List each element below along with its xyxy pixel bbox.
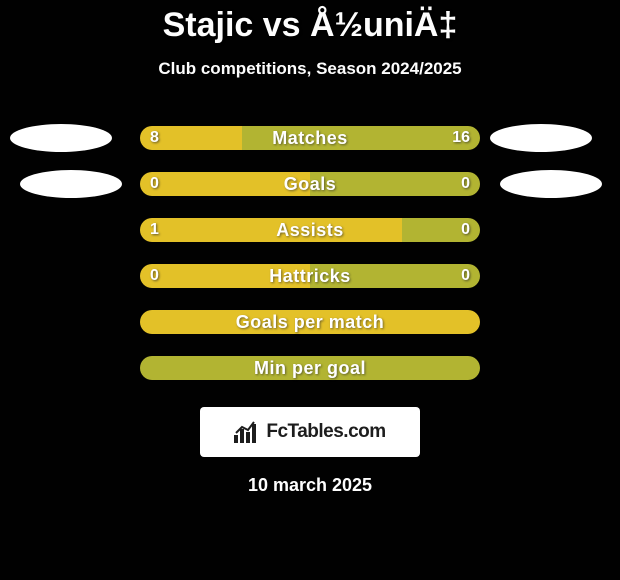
stat-rows: Matches816Goals00Assists10Hattricks00Goa…: [0, 115, 620, 391]
stat-row: Goals0 0: [0, 161, 620, 207]
page-subtitle: Club competitions, Season 2024/2025: [0, 59, 620, 79]
stat-row: Min per goal: [0, 345, 620, 391]
comparison-card: Stajic vs Å½uniÄ‡ Club competitions, Sea…: [0, 0, 620, 580]
stat-label: Hattricks: [140, 264, 480, 288]
logo-text: FcTables.com: [266, 421, 385, 443]
stat-value-right: 0: [450, 172, 470, 196]
stat-value-left: 0: [150, 264, 159, 288]
stat-value-right: 0: [450, 218, 470, 242]
stat-value-left: 8: [150, 126, 159, 150]
stat-row: Matches8 16: [0, 115, 620, 161]
bar-chart-icon: [234, 421, 260, 443]
stat-label: Goals per match: [140, 310, 480, 334]
stat-label: Matches: [140, 126, 480, 150]
player-chip-left: [20, 170, 122, 198]
stat-value-left: 0: [150, 172, 159, 196]
stat-row: Goals per match: [0, 299, 620, 345]
player-chip-right: [490, 124, 592, 152]
stat-value-right: 16: [450, 126, 470, 150]
page-title: Stajic vs Å½uniÄ‡: [0, 0, 620, 45]
stat-row: Assists1 0: [0, 207, 620, 253]
logo-box[interactable]: FcTables.com: [200, 407, 420, 457]
player-chip-left: [10, 124, 112, 152]
stat-label: Min per goal: [140, 356, 480, 380]
generation-date: 10 march 2025: [0, 475, 620, 496]
stat-label: Assists: [140, 218, 480, 242]
stat-row: Hattricks0 0: [0, 253, 620, 299]
stat-value-left: 1: [150, 218, 159, 242]
stat-value-right: 0: [450, 264, 470, 288]
player-chip-right: [500, 170, 602, 198]
stat-label: Goals: [140, 172, 480, 196]
